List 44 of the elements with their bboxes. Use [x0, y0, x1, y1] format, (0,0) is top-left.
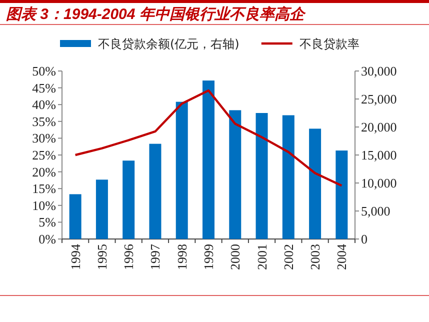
line-series [74, 89, 343, 187]
y2-tick-label: 5,000 [361, 204, 390, 218]
y-tick-label: 15% [32, 181, 56, 196]
bar [229, 110, 242, 239]
bar [122, 160, 135, 239]
bar [202, 80, 214, 239]
x-tick-label: 1996 [121, 244, 136, 270]
x-tick-label: 2001 [254, 244, 270, 270]
x-tick-label: 2000 [228, 244, 243, 270]
bar [336, 150, 348, 239]
bar [176, 102, 188, 239]
x-tick-label: 1995 [94, 244, 110, 270]
y-tick-label: 10% [32, 198, 56, 213]
bar [96, 180, 108, 239]
y2-tick-label: 15,000 [361, 148, 397, 162]
y-tick-label: 50% [32, 64, 56, 78]
x-tick-label: 1999 [201, 244, 216, 270]
y-tick-label: 25% [32, 148, 56, 162]
x-tick-label: 1994 [68, 244, 83, 270]
x-tick-label: 1997 [148, 244, 163, 270]
y2-tick-label: 20,000 [361, 120, 397, 134]
y-tick-label: 40% [32, 97, 56, 112]
y2-tick-label: 0 [361, 232, 368, 246]
bar [149, 144, 162, 239]
x-tick-label: 2002 [280, 244, 296, 270]
y-tick-label: 20% [32, 164, 56, 180]
chart-title: 图表 3：1994-2004 年中国银行业不良率高企 [6, 5, 306, 23]
y-tick-label: 5% [38, 214, 56, 230]
y2-tick-label: 10,000 [361, 176, 397, 190]
bar [282, 115, 294, 239]
legend-label: 不良贷款率 [299, 37, 360, 51]
bar [69, 194, 82, 239]
y-tick-label: 30% [32, 130, 56, 146]
x-tick-label: 2003 [308, 244, 323, 270]
x-tick-label: 1998 [174, 244, 190, 270]
bar [309, 128, 322, 239]
y2-tick-label: 30,000 [361, 64, 397, 78]
y-tick-label: 35% [32, 114, 56, 129]
y-tick-label: 0% [38, 232, 56, 246]
bar [256, 113, 268, 239]
y-tick-label: 45% [32, 80, 56, 96]
x-tick-label: 2004 [334, 244, 350, 270]
y2-tick-label: 25,000 [361, 92, 397, 106]
legend-label: 不良贷款余额(亿元，右轴) [98, 37, 240, 51]
